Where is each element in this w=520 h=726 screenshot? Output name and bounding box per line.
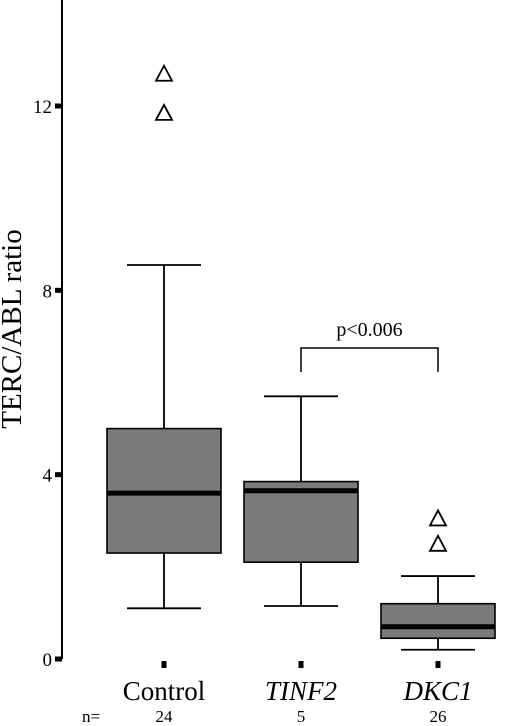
x-tick-mark xyxy=(161,661,167,668)
outlier-triangle xyxy=(428,508,448,527)
n-value-tinf2: 5 xyxy=(297,707,306,726)
x-label-dkc1: DKC1 xyxy=(402,676,472,706)
y-tick-label: 0 xyxy=(43,650,53,671)
boxes xyxy=(106,63,496,668)
x-tick-mark xyxy=(298,661,304,668)
significance-bracket: p<0.006 xyxy=(300,319,439,372)
outlier-triangle xyxy=(428,533,448,552)
box-group-tinf2 xyxy=(243,395,359,668)
y-axis-label: TERC/ABL ratio xyxy=(0,229,28,429)
y-tick-mark xyxy=(55,656,62,662)
n-value-dkc1: 26 xyxy=(430,707,447,726)
y-ticks: 0 4 8 12 xyxy=(33,97,62,671)
n-value-control: 24 xyxy=(156,707,174,726)
x-tick-mark xyxy=(435,661,441,668)
x-label-control: Control xyxy=(123,676,206,706)
bracket-line xyxy=(300,347,439,372)
y-tick-mark xyxy=(55,103,62,109)
p-value-label: p<0.006 xyxy=(336,319,402,341)
y-tick-mark xyxy=(55,472,62,478)
outlier-triangle xyxy=(154,102,174,121)
iqr-box xyxy=(380,602,496,640)
x-label-tinf2: TINF2 xyxy=(265,676,337,706)
y-tick-label: 4 xyxy=(43,466,53,487)
box-group-control xyxy=(106,63,222,668)
y-tick-mark xyxy=(55,287,62,293)
box-group-dkc1 xyxy=(380,508,496,668)
y-tick-label: 12 xyxy=(33,97,52,118)
axes: 0 4 8 12 xyxy=(33,0,63,671)
iqr-box xyxy=(243,480,359,564)
y-tick-label: 8 xyxy=(43,281,53,302)
n-prefix-label: n= xyxy=(82,707,100,726)
outlier-triangle xyxy=(154,63,174,82)
